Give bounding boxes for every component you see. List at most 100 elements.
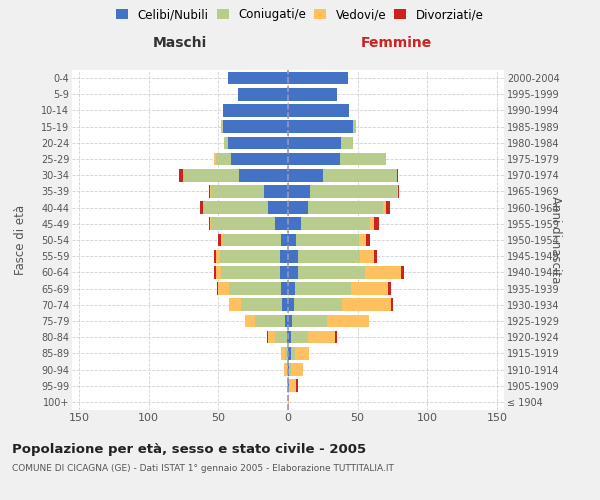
Bar [335,331,337,344]
Bar [383,202,386,214]
Bar [221,266,280,278]
Bar [231,152,288,166]
Bar [288,396,289,408]
Bar [298,250,361,262]
Bar [291,363,304,376]
Bar [366,234,370,246]
Bar [228,136,288,149]
Bar [288,120,353,133]
Bar [284,363,287,376]
Bar [267,331,268,344]
Bar [287,380,288,392]
Bar [210,218,211,230]
Bar [281,234,288,246]
Bar [221,234,223,246]
Bar [386,202,390,214]
Bar [370,218,374,230]
Bar [308,331,335,344]
Bar [280,250,288,262]
Bar [275,331,287,344]
Bar [295,282,351,295]
Bar [296,234,359,246]
Bar [365,266,401,278]
Bar [275,218,288,230]
Bar [283,298,288,311]
Bar [351,282,388,295]
Bar [401,266,404,278]
Bar [288,234,296,246]
Bar [209,218,210,230]
Bar [288,266,298,278]
Legend: Celibi/Nubili, Coniugati/e, Vedovi/e, Divorziati/e: Celibi/Nubili, Coniugati/e, Vedovi/e, Di… [116,8,484,22]
Bar [223,104,288,117]
Bar [268,202,288,214]
Bar [214,266,215,278]
Bar [229,298,241,311]
Text: Popolazione per età, sesso e stato civile - 2005: Popolazione per età, sesso e stato civil… [12,442,366,456]
Bar [217,282,218,295]
Bar [388,282,391,295]
Bar [220,250,280,262]
Bar [398,185,400,198]
Bar [291,331,308,344]
Bar [281,282,288,295]
Bar [288,72,348,85]
Bar [374,250,377,262]
Bar [210,185,211,198]
Bar [301,218,370,230]
Bar [288,88,337,101]
Bar [397,185,398,198]
Bar [374,218,379,230]
Text: Anni di nascita: Anni di nascita [548,196,562,284]
Bar [281,347,285,360]
Bar [359,234,366,246]
Bar [288,331,291,344]
Bar [179,169,184,181]
Bar [288,363,289,376]
Bar [289,380,296,392]
Bar [288,380,289,392]
Bar [288,298,293,311]
Bar [280,266,288,278]
Bar [287,331,288,344]
Bar [203,202,268,214]
Bar [289,363,291,376]
Bar [285,314,288,328]
Bar [293,298,343,311]
Bar [397,169,398,181]
Bar [295,347,309,360]
Bar [218,234,221,246]
Bar [221,120,223,133]
Bar [288,136,341,149]
Bar [288,218,301,230]
Bar [239,169,288,181]
Bar [288,169,323,181]
Bar [288,314,292,328]
Bar [288,347,291,360]
Bar [215,266,221,278]
Bar [254,314,285,328]
Bar [298,266,365,278]
Bar [218,282,229,295]
Bar [184,169,239,181]
Bar [211,185,265,198]
Bar [288,282,295,295]
Bar [214,250,215,262]
Bar [296,380,298,392]
Bar [287,363,288,376]
Bar [288,152,340,166]
Bar [215,152,231,166]
Bar [241,298,283,311]
Bar [288,202,308,214]
Bar [214,152,215,166]
Bar [340,152,386,166]
Bar [200,202,203,214]
Bar [223,234,281,246]
Bar [341,136,353,149]
Bar [353,120,356,133]
Bar [288,104,349,117]
Bar [223,120,288,133]
Bar [343,298,391,311]
Bar [215,250,220,262]
Bar [327,314,369,328]
